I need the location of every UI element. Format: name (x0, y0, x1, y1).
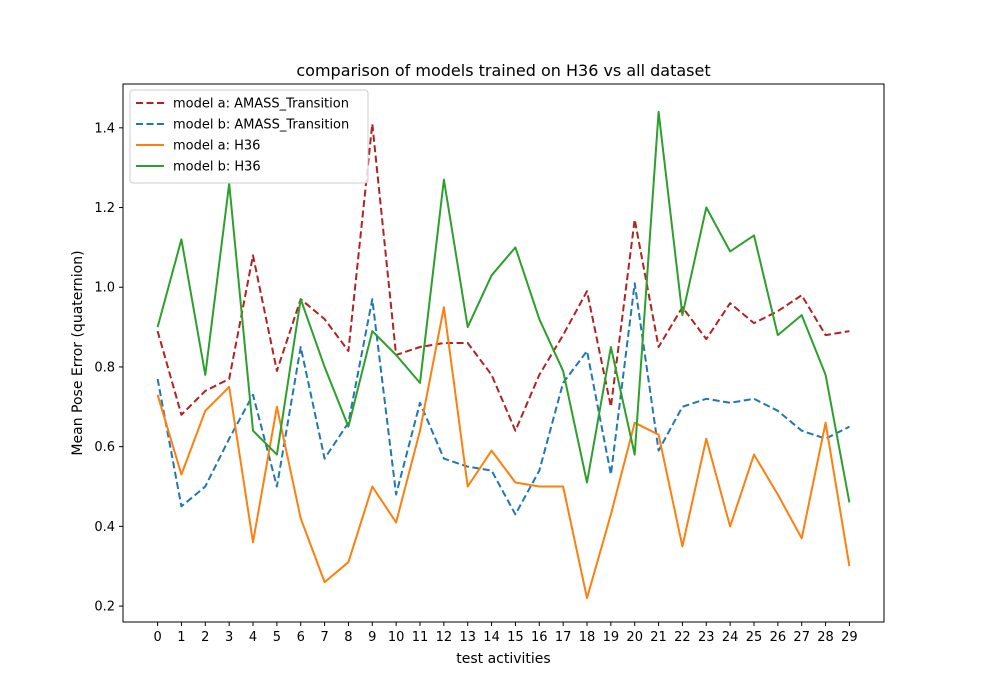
chart-title: comparison of models trained on H36 vs a… (296, 61, 710, 80)
x-tick-label: 6 (297, 630, 305, 645)
x-tick-label: 7 (320, 630, 328, 645)
x-tick-label: 20 (626, 630, 643, 645)
y-tick-label: 0.2 (94, 600, 115, 615)
y-axis-label: Mean Pose Error (quaternion) (70, 250, 86, 455)
x-tick-label: 8 (344, 630, 352, 645)
y-axis: 0.2 0.4 0.6 0.8 1.0 1.2 1.4 (94, 121, 123, 615)
x-tick-label: 4 (249, 630, 257, 645)
x-tick-label: 11 (412, 630, 429, 645)
legend-frame (129, 89, 369, 184)
series-line-0 (156, 122, 850, 432)
x-tick-label: 27 (793, 630, 810, 645)
y-tick-label: 1.4 (94, 121, 115, 136)
x-tick-label: 21 (650, 630, 667, 645)
y-tick-label: 0.4 (94, 520, 115, 535)
legend-label: model a: AMASS_Transition (173, 97, 349, 112)
legend-label: model b: H36 (173, 160, 261, 175)
x-tick-label: 29 (841, 630, 858, 645)
x-tick-label: 3 (225, 630, 233, 645)
x-axis: 0 1 2 3 4 5 6 7 8 9 10 11 12 13 14 15 16 17 18 19 20 21 22 23 24… (153, 622, 858, 645)
x-tick-label: 18 (579, 630, 596, 645)
x-tick-label: 17 (555, 630, 572, 645)
x-tick-label: 1 (177, 630, 185, 645)
x-tick-label: 19 (603, 630, 620, 645)
x-tick-label: 25 (746, 630, 763, 645)
x-tick-label: 15 (507, 630, 524, 645)
series-line-2 (156, 306, 851, 600)
x-tick-label: 13 (459, 630, 476, 645)
x-axis-label: test activities (456, 651, 550, 667)
series-line-3 (156, 110, 851, 503)
y-tick-label: 1.0 (94, 281, 115, 296)
x-tick-label: 22 (674, 630, 691, 645)
x-tick-label: 2 (201, 630, 209, 645)
x-tick-label: 10 (388, 630, 405, 645)
x-tick-label: 24 (722, 630, 739, 645)
x-tick-label: 23 (698, 630, 715, 645)
series-line-1 (156, 282, 850, 516)
x-tick-label: 14 (483, 630, 500, 645)
x-tick-label: 12 (436, 630, 453, 645)
x-tick-label: 5 (273, 630, 281, 645)
legend-label: model b: AMASS_Transition (173, 118, 349, 133)
y-tick-label: 0.6 (94, 440, 115, 455)
y-tick-label: 0.8 (94, 360, 115, 375)
plot-area (122, 83, 885, 623)
x-tick-label: 9 (368, 630, 376, 645)
y-tick-label: 1.2 (94, 201, 115, 216)
x-tick-label: 26 (770, 630, 787, 645)
x-tick-label: 28 (817, 630, 834, 645)
x-tick-label: 0 (153, 630, 161, 645)
series-layer (156, 110, 851, 600)
x-tick-label: 16 (531, 630, 548, 645)
legend-label: model a: H36 (173, 139, 260, 154)
